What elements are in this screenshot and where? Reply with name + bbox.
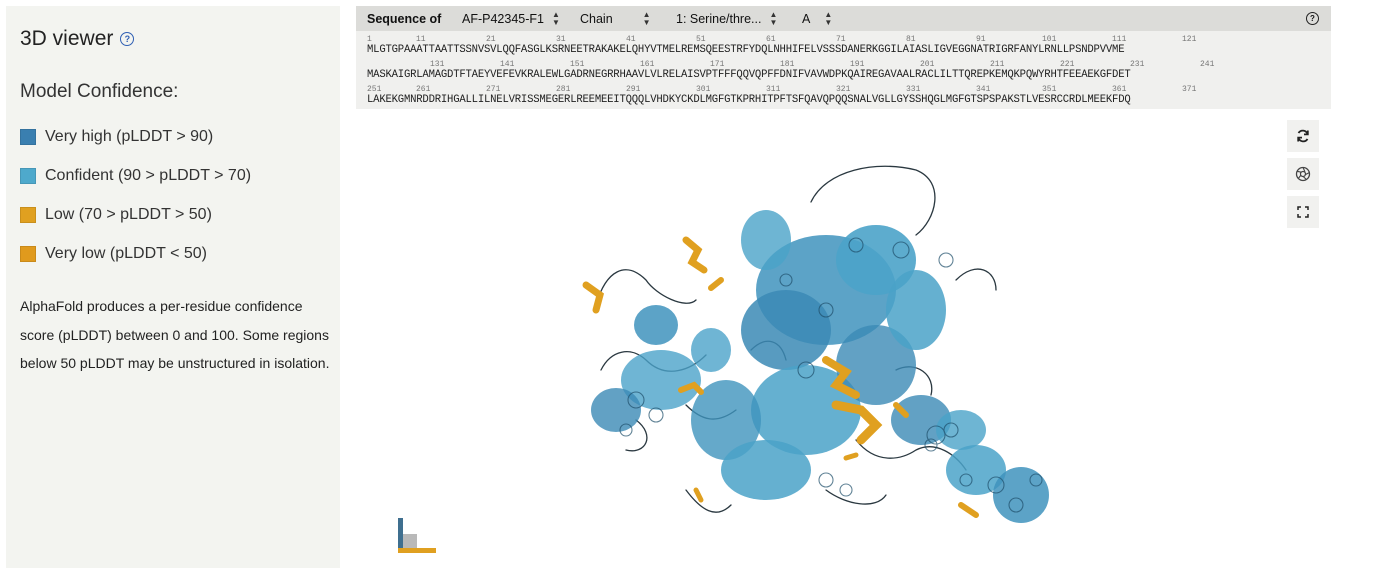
residue-number: 161	[640, 60, 655, 69]
sequence-row: 1 11 21 31 41 51 61 71 81 91 101 111 121…	[367, 35, 1331, 60]
sequence-numbers: 251 261 271 281 291 301 311 321 331 341 …	[367, 85, 1331, 95]
help-icon[interactable]: ?	[120, 32, 135, 46]
residue-number: 211	[990, 60, 1005, 69]
legend-item-very-low: Very low (pLDDT < 50)	[20, 234, 326, 273]
sequence-panel: Sequence of AF-P42345-F1 ▲ ▼ Chain ▲ ▼ 1: …	[356, 6, 1331, 109]
residue-number: 151	[570, 60, 585, 69]
select-arrows-icon: ▲ ▼	[769, 9, 778, 27]
residue-number: 71	[836, 35, 846, 44]
sequence-toolbar: Sequence of AF-P42345-F1 ▲ ▼ Chain ▲ ▼ 1: …	[356, 6, 1331, 31]
residue-number: 141	[500, 60, 515, 69]
helix-rings	[619, 237, 1043, 513]
chain-select-value: A	[802, 11, 811, 26]
residue-number: 221	[1060, 60, 1075, 69]
reset-icon	[1297, 129, 1309, 143]
residue-number: 371	[1182, 85, 1197, 94]
residue-number: 111	[1112, 35, 1127, 44]
legend-item-confident: Confident (90 > pLDDT > 70)	[20, 156, 326, 195]
confidence-panel: 3D viewer ? Model Confidence: Very high …	[6, 6, 340, 568]
residue-number: 31	[556, 35, 566, 44]
residue-number: 341	[976, 85, 991, 94]
confidence-legend: Very high (pLDDT > 90) Confident (90 > p…	[20, 117, 326, 273]
legend-label: Very high (pLDDT > 90)	[45, 127, 214, 145]
residue-number: 201	[920, 60, 935, 69]
residue-number: 81	[906, 35, 916, 44]
legend-label: Confident (90 > pLDDT > 70)	[45, 166, 252, 184]
protein-structure-render[interactable]	[356, 110, 1331, 568]
residue-number: 241	[1200, 60, 1215, 69]
fullscreen-icon	[1297, 206, 1309, 218]
residue-number: 41	[626, 35, 636, 44]
chain-select[interactable]: A ▲ ▼	[802, 9, 842, 27]
legend-item-low: Low (70 > pLDDT > 50)	[20, 195, 326, 234]
residue-number: 191	[850, 60, 865, 69]
legend-swatch	[20, 206, 36, 223]
structure-select[interactable]: AF-P42345-F1 ▲ ▼	[462, 9, 562, 27]
residue-number: 121	[1182, 35, 1197, 44]
entity-select-value: 1: Serine/thre...	[676, 11, 762, 26]
residue-number: 331	[906, 85, 921, 94]
screenshot-icon	[1295, 166, 1311, 182]
model-confidence-title: Model Confidence:	[20, 81, 179, 102]
select-arrows-icon: ▲ ▼	[824, 9, 833, 27]
viewer-title: 3D viewer ?	[20, 24, 326, 54]
sequence-row: 131 141 151 161 171 181 191 201 211 221 …	[367, 60, 1331, 85]
residue-number: 311	[766, 85, 781, 94]
residue-number: 231	[1130, 60, 1145, 69]
residue-number: 181	[780, 60, 795, 69]
residue-number: 61	[766, 35, 776, 44]
structure-select-value: AF-P42345-F1	[462, 11, 544, 26]
residue-number: 1	[367, 35, 372, 44]
mode-select[interactable]: Chain ▲ ▼	[580, 9, 658, 27]
mode-select-value: Chain	[580, 11, 613, 26]
low-confidence-regions	[582, 236, 979, 518]
sequence-row: 251 261 271 281 291 301 311 321 331 341 …	[367, 85, 1331, 109]
sequence-text[interactable]: MASKAIGRLAMAGDTFTAEYVEFEVKRALEWLGADRNEGR…	[367, 69, 1131, 81]
residue-number: 101	[1042, 35, 1057, 44]
residue-number: 251	[367, 85, 382, 94]
legend-swatch	[20, 245, 36, 262]
residue-number: 291	[626, 85, 641, 94]
reset-camera-button[interactable]	[1287, 120, 1319, 152]
legend-swatch	[20, 167, 36, 184]
residue-number: 11	[416, 35, 426, 44]
axes-orientation-icon	[398, 518, 436, 553]
residue-number: 271	[486, 85, 501, 94]
residue-number: 261	[416, 85, 431, 94]
residue-number: 301	[696, 85, 711, 94]
legend-label: Low (70 > pLDDT > 50)	[45, 205, 212, 223]
fullscreen-button[interactable]	[1287, 196, 1319, 228]
sequence-numbers: 131 141 151 161 171 181 191 201 211 221 …	[367, 60, 1331, 70]
viewer-title-text: 3D viewer	[20, 27, 114, 50]
sequence-body: 1 11 21 31 41 51 61 71 81 91 101 111 121…	[356, 31, 1331, 109]
sequence-text[interactable]: MLGTGPAAATTAATTSSNVSVLQQFASGLKSRNEETRAKA…	[367, 44, 1125, 56]
entity-select[interactable]: 1: Serine/thre... ▲ ▼	[676, 9, 784, 27]
residue-number: 361	[1112, 85, 1127, 94]
screenshot-button[interactable]	[1287, 158, 1319, 190]
residue-number: 51	[696, 35, 706, 44]
legend-item-very-high: Very high (pLDDT > 90)	[20, 117, 326, 156]
sequence-numbers: 1 11 21 31 41 51 61 71 81 91 101 111 121	[367, 35, 1331, 45]
residue-number: 131	[430, 60, 445, 69]
residue-number: 91	[976, 35, 986, 44]
legend-swatch	[20, 128, 36, 145]
residue-number: 21	[486, 35, 496, 44]
sequence-text[interactable]: LAKEKGMNRDDRIHGALLILNELVRISSMEGERLREEMEE…	[367, 94, 1131, 106]
select-arrows-icon: ▲ ▼	[642, 9, 651, 27]
helices-confident	[591, 210, 1049, 523]
sequence-help-icon[interactable]: ?	[1306, 12, 1319, 25]
sequence-of-label: Sequence of	[367, 11, 442, 26]
structure-3d-canvas[interactable]	[356, 110, 1331, 568]
residue-number: 321	[836, 85, 851, 94]
plddt-description: AlphaFold produces a per-residue confide…	[20, 298, 330, 371]
residue-number: 351	[1042, 85, 1057, 94]
select-arrows-icon: ▲ ▼	[551, 9, 560, 27]
residue-number: 171	[710, 60, 725, 69]
residue-number: 281	[556, 85, 571, 94]
legend-label: Very low (pLDDT < 50)	[45, 244, 207, 262]
